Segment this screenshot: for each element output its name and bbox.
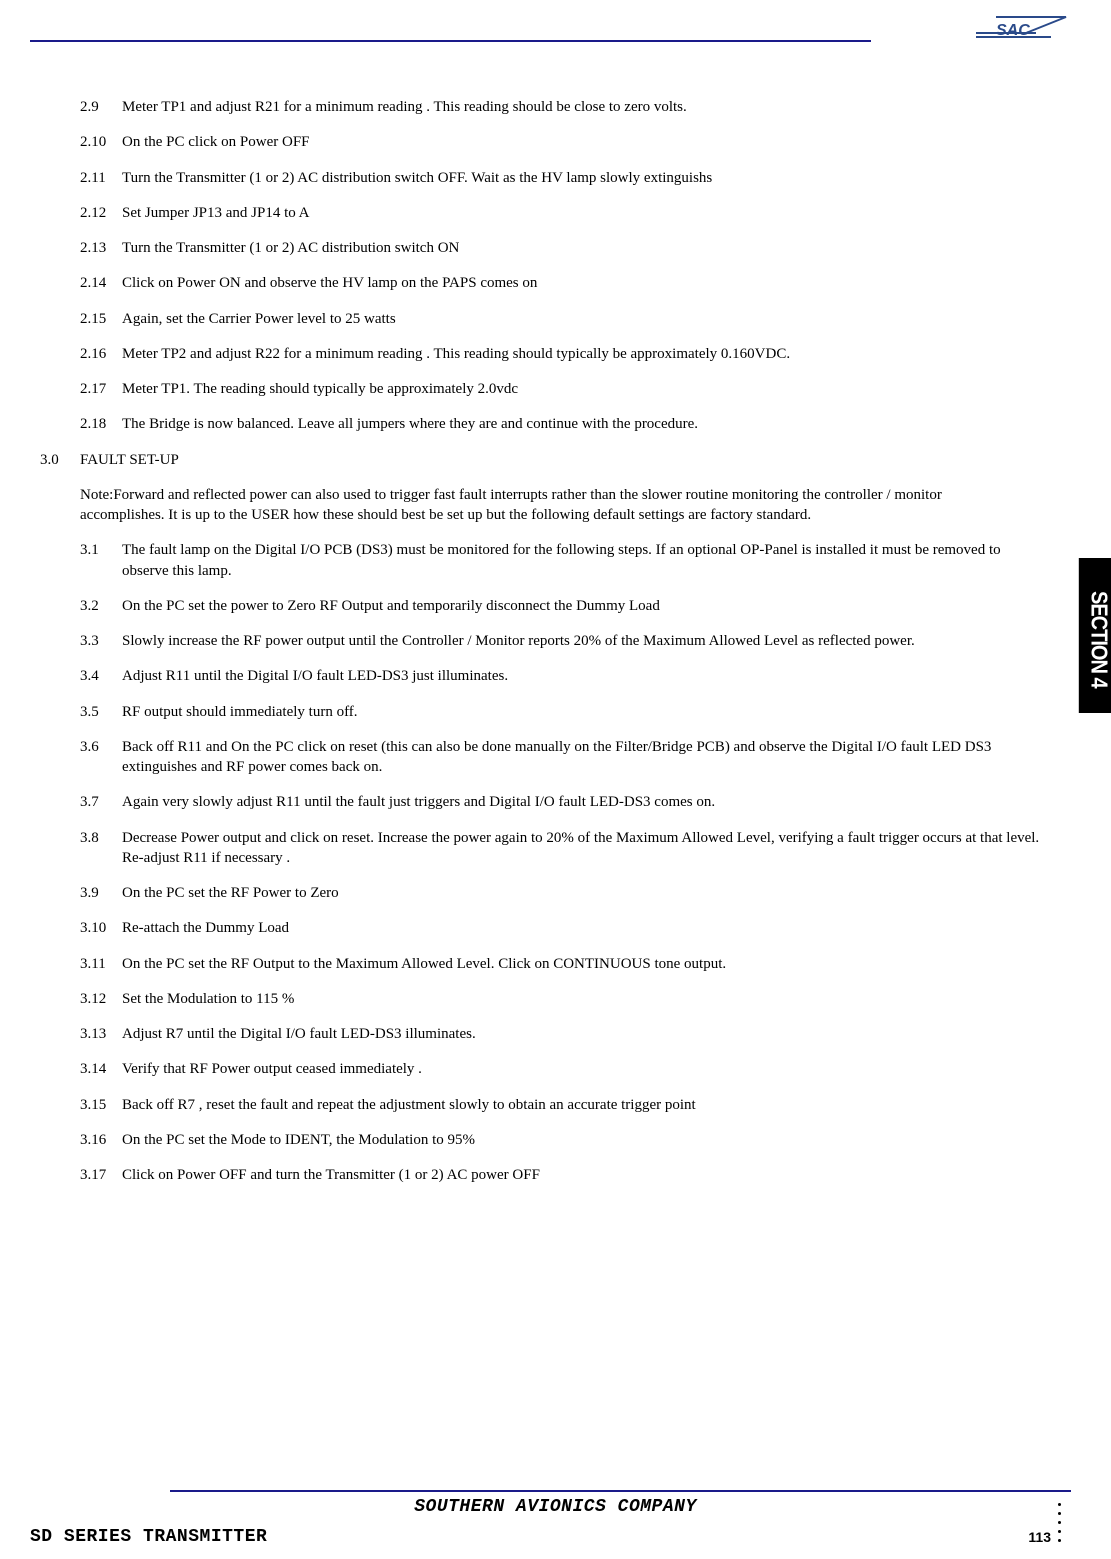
list-item: 3.7Again very slowly adjust R11 until th… [80, 792, 1051, 812]
list-item: 3.8Decrease Power output and click on re… [80, 828, 1051, 869]
item-text: On the PC set the RF Output to the Maxim… [122, 954, 1051, 974]
item-text: Again, set the Carrier Power level to 25… [122, 309, 1051, 329]
item-text: Adjust R7 until the Digital I/O fault LE… [122, 1024, 1051, 1044]
item-text: Turn the Transmitter (1 or 2) AC distrib… [122, 168, 1051, 188]
list-item: 2.15Again, set the Carrier Power level t… [80, 309, 1051, 329]
footer-series: SD SERIES TRANSMITTER [30, 1527, 267, 1547]
list-item: 3.3Slowly increase the RF power output u… [80, 631, 1051, 651]
item-text: On the PC click on Power OFF [122, 132, 1051, 152]
list-item: 3.14 Verify that RF Power output ceased … [80, 1059, 1051, 1079]
item-text: Set the Modulation to 115 % [122, 989, 1051, 1009]
item-text: Meter TP1. The reading should typically … [122, 379, 1051, 399]
item-number: 3.9 [80, 883, 122, 903]
item-number: 3.4 [80, 666, 122, 686]
item-number: 2.12 [80, 203, 122, 223]
section-tab: SECTION 4 [1079, 558, 1111, 713]
item-number: 2.13 [80, 238, 122, 258]
item-text: RF output should immediately turn off. [122, 702, 1051, 722]
item-number: 3.13 [80, 1024, 122, 1044]
item-number: 3.14 [80, 1059, 122, 1079]
list-item: 3.4Adjust R11 until the Digital I/O faul… [80, 666, 1051, 686]
list-item: 3.12Set the Modulation to 115 % [80, 989, 1051, 1009]
item-text: Decrease Power output and click on reset… [122, 828, 1051, 869]
item-number: 2.18 [80, 414, 122, 434]
list-item: 2.17Meter TP1. The reading should typica… [80, 379, 1051, 399]
section-note: Note:Forward and reflected power can als… [80, 485, 1025, 526]
footer-dots-icon [1058, 1503, 1061, 1542]
item-text: Set Jumper JP13 and JP14 to A [122, 203, 1051, 223]
list-item: 3.2On the PC set the power to Zero RF Ou… [80, 596, 1051, 616]
list-item: 3.5RF output should immediately turn off… [80, 702, 1051, 722]
list-item: 3.13Adjust R7 until the Digital I/O faul… [80, 1024, 1051, 1044]
item-text: Meter TP1 and adjust R21 for a minimum r… [122, 97, 1051, 117]
item-text: Click on Power ON and observe the HV lam… [122, 273, 1051, 293]
item-number: 3.17 [80, 1165, 122, 1185]
document-body: 2.9Meter TP1 and adjust R21 for a minimu… [30, 97, 1051, 1185]
list-item: 2.13Turn the Transmitter (1 or 2) AC dis… [80, 238, 1051, 258]
list-item: 2.9Meter TP1 and adjust R21 for a minimu… [80, 97, 1051, 117]
page-footer: SOUTHERN AVIONICS COMPANY SD SERIES TRAN… [30, 1490, 1081, 1547]
list-item: 3.9On the PC set the RF Power to Zero [80, 883, 1051, 903]
item-number: 2.11 [80, 168, 122, 188]
item-text: Verify that RF Power output ceased immed… [122, 1059, 1051, 1079]
item-number: 3.3 [80, 631, 122, 651]
item-text: Back off R7 , reset the fault and repeat… [122, 1095, 1051, 1115]
item-number: 2.17 [80, 379, 122, 399]
item-text: Click on Power OFF and turn the Transmit… [122, 1165, 1051, 1185]
item-text: On the PC set the Mode to IDENT, the Mod… [122, 1130, 1051, 1150]
item-number: 2.15 [80, 309, 122, 329]
list-item: 3.1The fault lamp on the Digital I/O PCB… [80, 540, 1051, 581]
section-number: 3.0 [40, 450, 80, 470]
list-item: 3.17Click on Power OFF and turn the Tran… [80, 1165, 1051, 1185]
item-text: Meter TP2 and adjust R22 for a minimum r… [122, 344, 1051, 364]
item-number: 3.1 [80, 540, 122, 581]
item-text: Slowly increase the RF power output unti… [122, 631, 1051, 651]
list-item: 2.12Set Jumper JP13 and JP14 to A [80, 203, 1051, 223]
list-item: 3.10Re-attach the Dummy Load [80, 918, 1051, 938]
list-item: 3.15Back off R7 , reset the fault and re… [80, 1095, 1051, 1115]
svg-text:SAC: SAC [996, 22, 1030, 39]
list-item: 3.11On the PC set the RF Output to the M… [80, 954, 1051, 974]
list-item: 2.18The Bridge is now balanced. Leave al… [80, 414, 1051, 434]
item-number: 3.11 [80, 954, 122, 974]
item-number: 3.7 [80, 792, 122, 812]
footer-company: SOUTHERN AVIONICS COMPANY [30, 1497, 1081, 1517]
item-number: 2.16 [80, 344, 122, 364]
item-text: The Bridge is now balanced. Leave all ju… [122, 414, 1051, 434]
item-number: 3.16 [80, 1130, 122, 1150]
header-rule [30, 40, 871, 42]
item-number: 3.12 [80, 989, 122, 1009]
item-number: 3.10 [80, 918, 122, 938]
item-text: On the PC set the power to Zero RF Outpu… [122, 596, 1051, 616]
item-text: The fault lamp on the Digital I/O PCB (D… [122, 540, 1051, 581]
list-item: 2.10 On the PC click on Power OFF [80, 132, 1051, 152]
footer-rule [170, 1490, 1071, 1492]
list-item: 3.6Back off R11 and On the PC click on r… [80, 737, 1051, 778]
section-heading: 3.0 FAULT SET-UP [40, 450, 1051, 470]
item-number: 2.9 [80, 97, 122, 117]
item-number: 2.10 [80, 132, 122, 152]
item-number: 3.8 [80, 828, 122, 869]
item-text: Turn the Transmitter (1 or 2) AC distrib… [122, 238, 1051, 258]
footer-page-number: 113 [1028, 1529, 1051, 1545]
item-number: 3.2 [80, 596, 122, 616]
item-text: Adjust R11 until the Digital I/O fault L… [122, 666, 1051, 686]
list-item: 2.16Meter TP2 and adjust R22 for a minim… [80, 344, 1051, 364]
item-text: On the PC set the RF Power to Zero [122, 883, 1051, 903]
item-number: 2.14 [80, 273, 122, 293]
list-item: 2.11Turn the Transmitter (1 or 2) AC dis… [80, 168, 1051, 188]
list-item: 2.14Click on Power ON and observe the HV… [80, 273, 1051, 293]
item-text: Re-attach the Dummy Load [122, 918, 1051, 938]
item-number: 3.6 [80, 737, 122, 778]
section-title: FAULT SET-UP [80, 450, 1051, 470]
list-item: 3.16On the PC set the Mode to IDENT, the… [80, 1130, 1051, 1150]
company-logo: SAC [966, 5, 1086, 45]
item-text: Again very slowly adjust R11 until the f… [122, 792, 1051, 812]
item-text: Back off R11 and On the PC click on rese… [122, 737, 1051, 778]
item-number: 3.5 [80, 702, 122, 722]
item-number: 3.15 [80, 1095, 122, 1115]
